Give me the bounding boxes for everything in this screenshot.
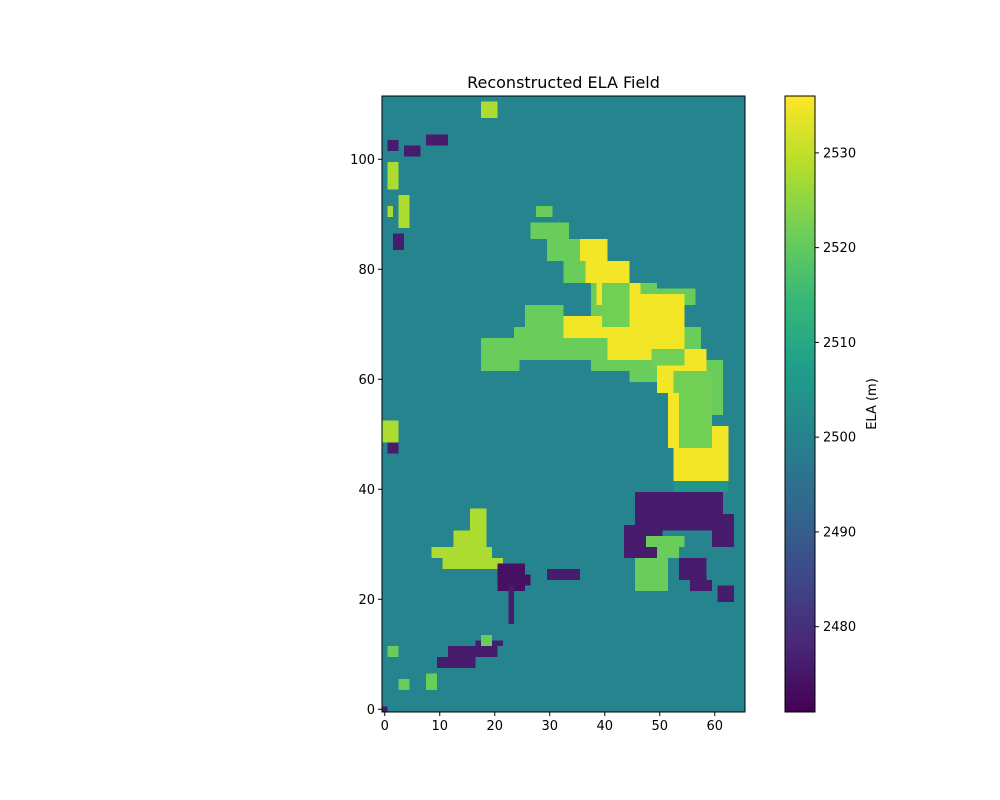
- field-cell: [481, 101, 498, 118]
- region-junction-gradient: [673, 481, 729, 492]
- colorbar: 2480 2490 2500 2510 2520 2530 ELA (m): [784, 95, 880, 713]
- plot-area: [381, 95, 746, 713]
- field-cell: [536, 206, 553, 217]
- region-edge-speckle-a: [382, 134, 448, 712]
- field-cell: [470, 508, 487, 531]
- field-cell: [657, 547, 679, 558]
- region-arm-light-streak: [602, 283, 712, 448]
- plot-frame: [381, 95, 746, 713]
- field-cell: [717, 585, 734, 602]
- field-cell: [580, 239, 608, 261]
- chart-title: Reconstructed ELA Field: [467, 73, 660, 92]
- field-cell: [426, 134, 448, 146]
- region-west-lobe: [431, 508, 503, 569]
- field-cell: [398, 195, 410, 228]
- x-tick-label: 20: [486, 719, 503, 734]
- field-cell: [387, 140, 399, 151]
- field-cell: [547, 569, 580, 580]
- field-cell: [646, 536, 685, 547]
- x-tick-label: 0: [381, 719, 389, 734]
- field-cell: [514, 574, 531, 586]
- field-cell: [481, 338, 591, 360]
- field-cell: [712, 514, 734, 547]
- field-cell: [525, 305, 564, 327]
- field-cell: [453, 530, 487, 547]
- field-cell: [679, 558, 707, 580]
- region-south-depression: [624, 492, 734, 602]
- field-cell: [437, 657, 476, 668]
- field-cell: [646, 492, 674, 503]
- field-cell: [635, 558, 668, 591]
- field-cell: [508, 585, 514, 624]
- y-tick-label: 80: [358, 263, 375, 278]
- field-regions: [382, 101, 734, 712]
- x-tick-label: 30: [541, 719, 558, 734]
- colorbar-tick-label: 2530: [823, 146, 856, 161]
- region-south-rim-speckle: [387, 635, 492, 690]
- field-cell: [387, 646, 399, 657]
- y-axis: 0 20 40 60 80 100: [350, 153, 382, 718]
- region-green-lobe: [635, 536, 685, 591]
- colorbar-tick-label: 2510: [823, 336, 856, 351]
- x-tick-label: 40: [596, 719, 613, 734]
- colorbar-tick-label: 2480: [823, 620, 856, 635]
- x-tick-label: 60: [706, 719, 723, 734]
- x-tick-label: 50: [651, 719, 668, 734]
- field-cell: [481, 360, 520, 371]
- field-cell: [393, 233, 404, 250]
- field-cell: [426, 673, 437, 690]
- y-tick-label: 0: [367, 703, 375, 718]
- colorbar-tick-label: 2520: [823, 241, 856, 256]
- field-cell: [442, 547, 492, 569]
- field-cell: [382, 706, 388, 712]
- field-cell: [387, 442, 399, 454]
- field-cell: [684, 288, 696, 305]
- x-tick-label: 10: [431, 719, 448, 734]
- colorbar-tick-label: 2490: [823, 525, 856, 540]
- field-cell: [585, 261, 630, 283]
- field-cell: [679, 393, 712, 448]
- y-tick-label: 60: [358, 373, 375, 388]
- region-edge-speckle-b: [382, 101, 498, 443]
- field-cell: [673, 371, 712, 393]
- field-cell: [673, 481, 729, 492]
- field-cell: [651, 349, 685, 366]
- field-cell: [530, 222, 569, 239]
- colorbar-tick-label: 2500: [823, 431, 856, 446]
- field-cell: [481, 635, 492, 646]
- field-cell: [382, 420, 399, 443]
- colorbar-ticks: 2480 2490 2500 2510 2520 2530: [815, 146, 856, 635]
- y-tick-label: 100: [350, 153, 375, 168]
- y-tick-label: 20: [358, 593, 375, 608]
- field-cell: [690, 580, 712, 591]
- colorbar-gradient: [785, 96, 815, 712]
- field-cell: [486, 558, 503, 569]
- field-cell: [387, 206, 393, 217]
- field-cell: [404, 145, 421, 157]
- colorbar-label: ELA (m): [865, 378, 880, 430]
- field-cell: [387, 162, 399, 190]
- colorbar-frame: [784, 95, 816, 713]
- field-cell: [602, 283, 630, 327]
- field-cell: [398, 679, 410, 690]
- field-cell: [448, 646, 498, 657]
- y-tick-label: 40: [358, 483, 375, 498]
- x-axis: 0 10 20 30 40 50 60: [381, 712, 723, 734]
- field-cell: [431, 547, 448, 558]
